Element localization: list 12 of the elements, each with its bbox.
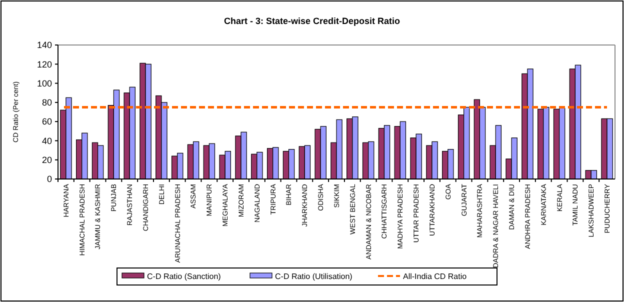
y-tick-label: 80 xyxy=(42,98,52,108)
chart-title: Chart - 3: State-wise Credit-Deposit Ratio xyxy=(224,16,401,26)
y-tick-label: 40 xyxy=(42,136,52,146)
legend-label: C-D Ratio (Utilisation) xyxy=(275,272,353,281)
y-tick-label: 60 xyxy=(42,116,52,127)
y-tick-label: 20 xyxy=(42,155,52,166)
y-tick-label: 120 xyxy=(36,59,52,70)
legend-label: C-D Ratio (Sanction) xyxy=(147,272,222,281)
legend-label: All-India CD Ratio xyxy=(403,272,468,281)
y-tick-label: 140 xyxy=(36,40,52,50)
y-tick-label: 100 xyxy=(36,78,52,88)
y-tick-label: 0 xyxy=(46,174,52,184)
